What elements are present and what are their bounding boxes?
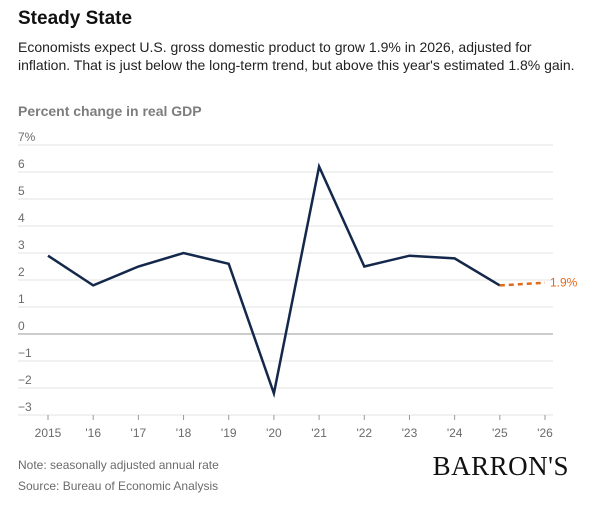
x-tick-label: '23 [402, 426, 418, 440]
x-tick-label: '19 [221, 426, 237, 440]
y-axis-label: Percent change in real GDP [18, 103, 202, 119]
chart-title: Steady State [18, 8, 133, 29]
x-tick-label: 2015 [35, 426, 62, 440]
forecast-series-line [499, 281, 546, 287]
chart-note: Note: seasonally adjusted annual rate [18, 458, 219, 472]
y-tick-label: 3 [18, 238, 25, 252]
y-tick-label: 7% [18, 130, 36, 144]
x-tick-label: '16 [85, 426, 101, 440]
chart-source: Source: Bureau of Economic Analysis [18, 479, 219, 493]
x-tick-label: '17 [131, 426, 147, 440]
y-tick-label: 0 [18, 319, 25, 333]
forecast-value-label: 1.9% [550, 276, 578, 290]
x-tick-label: '20 [266, 426, 282, 440]
x-tick-label: '22 [356, 426, 372, 440]
y-tick-label: 6 [18, 157, 25, 171]
x-tick-label: '24 [447, 426, 463, 440]
x-tick-label: '25 [492, 426, 508, 440]
y-tick-label: −3 [18, 400, 32, 414]
chart-subtitle: Economists expect U.S. gross domestic pr… [18, 39, 575, 73]
actual-series-line [47, 162, 501, 399]
y-tick-label: 2 [18, 265, 25, 279]
y-tick-label: 5 [18, 184, 25, 198]
x-tick-label: '21 [311, 426, 327, 440]
barrons-logo: BARRON'S [432, 451, 569, 481]
y-tick-label: −2 [18, 373, 32, 387]
y-tick-label: 1 [18, 292, 25, 306]
x-tick-label: '26 [537, 426, 553, 440]
y-tick-label: −1 [18, 346, 32, 360]
x-tick-label: '18 [176, 426, 192, 440]
y-tick-label: 4 [18, 211, 25, 225]
